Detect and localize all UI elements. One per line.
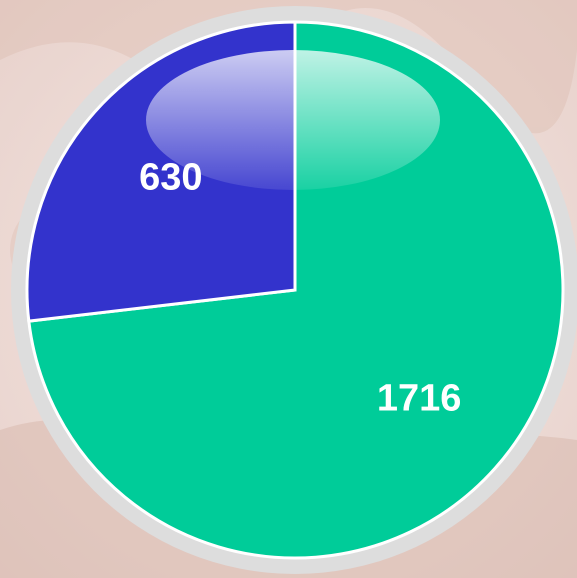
data-label: 630 <box>139 157 202 199</box>
gloss <box>146 50 440 190</box>
data-label: 1716 <box>377 377 462 419</box>
